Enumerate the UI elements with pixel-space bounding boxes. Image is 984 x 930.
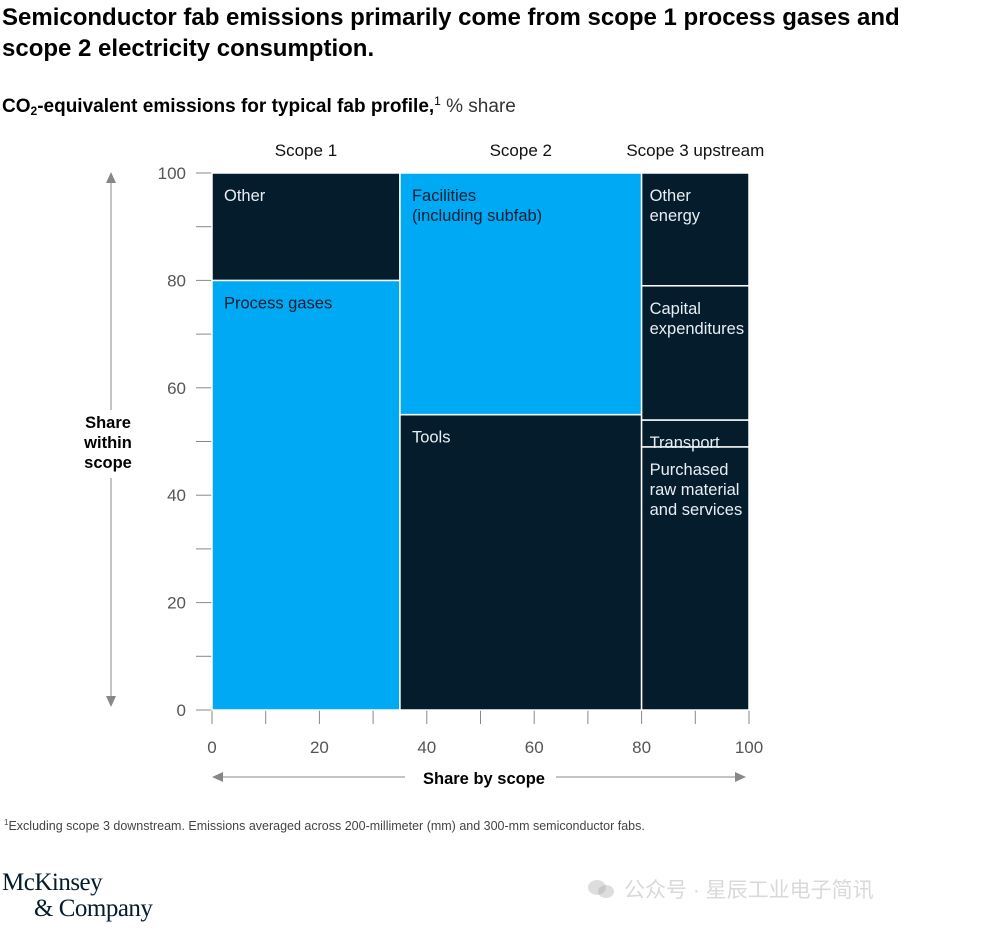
x-tick-label: 60 [525,738,544,757]
chart-headline: Semiconductor fab emissions primarily co… [2,4,900,62]
x-axis-arrowhead-left [212,772,223,782]
y-tick-label: 0 [177,701,186,720]
column-header: Scope 3 upstream [626,141,764,160]
segment-label-line: Facilities [412,187,476,205]
segment-label: Capital expenditures [650,300,744,338]
segment-label: Other energy [650,187,701,225]
column-header: Scope 1 [275,141,337,160]
segment-label: Other [224,187,266,205]
segment-bar [640,446,750,711]
x-tick-label: 0 [207,738,216,757]
y-axis-label-line: Share [85,414,131,432]
chart-subtitle: CO2-equivalent emissions for typical fab… [2,89,516,123]
y-tick-label: 40 [167,486,186,505]
segment-label: Facilities (including subfab) [412,187,542,225]
subtitle-footnote-mark: 1 [434,94,441,108]
y-axis-label: Share within scope [83,414,132,472]
y-axis-arrowhead-down [106,696,116,707]
y-tick-label: 80 [167,271,186,290]
segment-label: Purchased raw material and services [650,461,743,519]
segment-label-line: energy [650,207,701,225]
x-tick-label: 20 [310,738,329,757]
subtitle-main: CO2-equivalent emissions for typical fab… [2,96,435,118]
segment-bar [399,413,643,711]
segment-label-line: Other [224,187,266,205]
footnote: 1Excluding scope 3 downstream. Emissions… [4,818,645,834]
segment-label-line: Capital [650,300,701,318]
segment-bar [399,172,643,416]
segment-bar [211,172,401,282]
y-tick-label: 20 [167,594,186,613]
segment-bar [211,279,401,711]
segment-label: Tools [412,429,451,447]
segment-label-line: Transport [650,434,720,452]
segment-bar [640,172,750,287]
segment-bar [640,285,750,421]
x-axis-arrowhead-right [735,772,746,782]
column-header: Scope 2 [490,141,552,160]
segment-label-line: and services [650,501,743,519]
segment-label-line: expenditures [650,320,744,338]
segment-label-line: Process gases [224,294,332,312]
segment-label: Process gases [224,294,332,312]
x-axis-label: Share by scope [423,770,545,788]
mckinsey-logo: McKinsey & Company [2,869,153,922]
y-axis-label-line: within [83,434,132,452]
x-tick-label: 100 [735,738,763,757]
subtitle-unit: % share [440,96,516,117]
x-tick-label: 80 [632,738,651,757]
y-axis-arrowhead-up [106,172,116,183]
x-tick-label: 40 [417,738,436,757]
y-axis-label-line: scope [84,454,132,472]
watermark: 公众号 · 星辰工业电子简讯 [588,874,874,904]
segment-label-line: (including subfab) [412,207,542,225]
marimekko-chart: 0 20 40 60 80 100 0 20 40 60 80 100 Scope 1 Process g… [83,141,764,788]
wechat-icon [588,878,616,900]
segment-label: Transport [650,434,720,452]
segment-bar [640,419,750,448]
y-tick-label: 100 [158,164,186,183]
segment-label-line: Tools [412,429,451,447]
segment-label-line: Other [650,187,692,205]
y-tick-label: 60 [167,379,186,398]
segment-label-line: raw material [650,481,740,499]
segment-label-line: Purchased [650,461,729,479]
